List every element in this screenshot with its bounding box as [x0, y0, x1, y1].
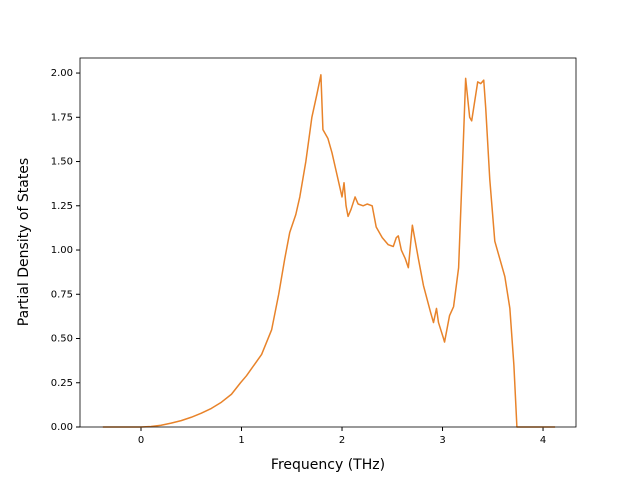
y-tick-label: 0.50 — [51, 334, 73, 345]
y-axis-title: Partial Density of States — [16, 158, 32, 326]
line-series — [102, 74, 556, 428]
x-axis-title: Frequency (THz) — [271, 457, 385, 473]
plot-frame — [79, 57, 577, 428]
x-tick-label: 0 — [138, 435, 144, 446]
x-tick-label: 2 — [339, 435, 345, 446]
y-tick-label: 0.00 — [51, 422, 73, 433]
y-tick-label: 1.25 — [51, 201, 73, 212]
y-tick-label: 2.00 — [51, 68, 73, 79]
y-tick-label: 0.75 — [51, 289, 73, 300]
y-tick-label: 0.25 — [51, 378, 73, 389]
y-tick-label: 1.50 — [51, 157, 73, 168]
y-tick-label: 1.00 — [51, 245, 73, 256]
y-tick-label: 1.75 — [51, 112, 73, 123]
x-tick-label: 4 — [540, 435, 546, 446]
x-tick-label: 1 — [238, 435, 244, 446]
x-tick-label: 3 — [439, 435, 445, 446]
